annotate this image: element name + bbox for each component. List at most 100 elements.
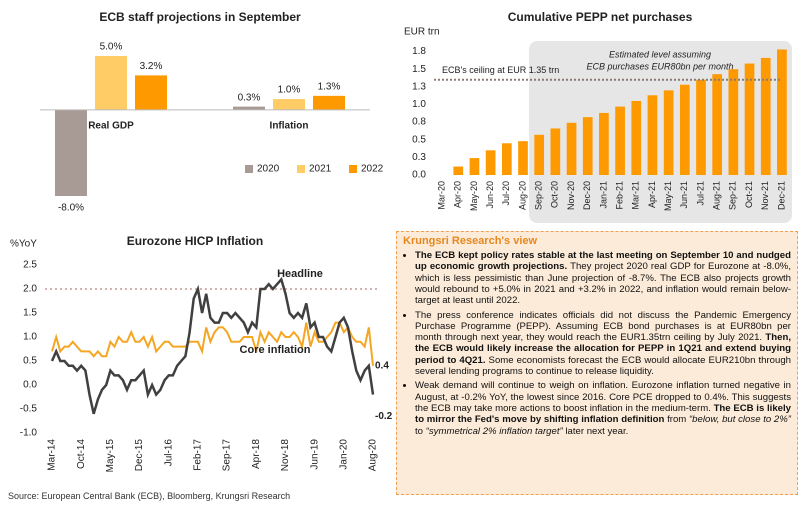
bar: [631, 100, 642, 175]
bullet-list: The ECB kept policy rates stable at the …: [403, 250, 791, 437]
x-tick-label: Jun-19: [309, 439, 320, 470]
bullet-text: The ECB is likely to mirror the Fed's mo…: [415, 403, 791, 426]
x-tick-label: Mar-21: [631, 181, 641, 210]
y-tick-label: 0.5: [23, 356, 37, 367]
y-tick-label: -1.0: [20, 428, 38, 439]
x-tick-label: Feb-17: [193, 439, 204, 471]
series-label: Core inflation: [240, 344, 311, 356]
bar: [647, 95, 658, 175]
y-tick-label: 1.5: [23, 308, 37, 319]
y-axis-label: %YoY: [10, 239, 37, 250]
bar: [696, 79, 706, 175]
bar: [728, 69, 739, 175]
bar: [615, 106, 625, 175]
x-tick-label: Oct-21: [744, 181, 754, 208]
x-tick-label: Apr-20: [453, 181, 463, 208]
y-tick-label: 1.8: [412, 46, 426, 57]
x-tick-label: Sep-21: [728, 181, 738, 210]
bullet-text: The ECB kept policy rates stable at the …: [415, 249, 791, 273]
bar: [95, 56, 127, 110]
line: [50, 276, 375, 415]
x-tick-label: Dec-20: [582, 181, 592, 210]
x-tick-label: Nov-21: [760, 181, 770, 210]
x-tick-label: Sep-20: [534, 181, 544, 210]
x-tick-label: Sep-17: [222, 439, 233, 472]
shaded-region: [529, 41, 792, 223]
x-tick-label: May-21: [663, 181, 673, 211]
bullet-text: Weak demand will continue to weigh on in…: [415, 380, 791, 415]
chart-title: ECB staff projections in September: [99, 10, 301, 24]
source: Source: European Central Bank (ECB), Blo…: [8, 491, 291, 501]
category-label: Inflation: [270, 120, 309, 131]
x-tick-label: Jan-21: [598, 181, 608, 209]
bar: [777, 49, 787, 175]
bullet-text: They project 2020 real GDP for Eurozone …: [415, 261, 791, 307]
y-tick-label: 0.8: [412, 117, 426, 128]
x-tick-label: Mar-14: [47, 439, 58, 471]
bullet-text: “below, but close to 2%”: [688, 414, 791, 426]
chart-title: Eurozone HICP Inflation: [127, 234, 263, 248]
y-tick-label: 1.0: [412, 99, 426, 110]
bar: [566, 122, 577, 175]
y-tick-label: 2.5: [23, 260, 37, 271]
bullet: Weak demand will continue to weigh on in…: [415, 380, 791, 437]
bar: [453, 166, 464, 175]
view-title: Krungsri Research's view: [403, 235, 538, 247]
end-label: -0.2: [375, 411, 393, 422]
legend-label: 2020: [257, 164, 280, 175]
legend-swatch: [297, 165, 305, 173]
end-label: 0.4: [375, 360, 389, 371]
value-label: -8.0%: [58, 203, 84, 214]
x-tick-label: Apr-18: [251, 439, 262, 469]
view-box: Krungsri Research's view The ECB kept po…: [396, 231, 798, 495]
legend-swatch: [349, 165, 357, 173]
bullet-text: “symmetrical 2% inflation target”: [425, 425, 563, 437]
x-tick-label: Aug-20: [368, 439, 379, 472]
bullet: The press conference indicates officials…: [415, 310, 791, 378]
bar: [135, 75, 167, 110]
x-tick-label: Aug-21: [712, 181, 722, 210]
bar: [485, 150, 496, 175]
value-label: 0.3%: [238, 92, 261, 103]
x-tick-label: May-20: [469, 181, 479, 211]
x-tick-label: Jun-20: [485, 181, 495, 209]
bar: [582, 117, 593, 175]
y-tick-label: 1.5: [412, 64, 426, 75]
bar: [501, 143, 512, 175]
legend-label: 2021: [309, 164, 332, 175]
bar: [599, 112, 609, 175]
charts: ECB staff projections in September -8.0% 5…: [10, 10, 792, 472]
x-tick-label: Aug-20: [517, 181, 527, 210]
bar: [760, 57, 771, 175]
y-tick-label: 0.0: [23, 380, 37, 391]
legend-swatch: [245, 165, 253, 173]
x-tick-label: Apr-21: [647, 181, 657, 208]
y-tick-label: 0.3: [412, 152, 426, 163]
bar: [534, 134, 545, 175]
bar: [55, 109, 87, 196]
value-label: 1.0%: [278, 85, 301, 96]
y-axis-label: EUR trn: [404, 27, 440, 38]
bar: [313, 95, 345, 110]
x-tick-label: Dec-21: [776, 181, 786, 210]
bullet-text: from: [664, 414, 689, 426]
bar: [518, 141, 528, 175]
bar: [469, 158, 480, 175]
x-tick-label: Oct-14: [76, 439, 87, 469]
y-tick-label: 1.3: [412, 81, 426, 92]
reference-label: ECB's ceiling at EUR 1.35 trn: [442, 65, 559, 75]
bullet-text: Then, the ECB would likely increase the …: [415, 332, 791, 366]
bar: [663, 90, 674, 175]
x-tick-label: Jul-16: [163, 439, 174, 467]
x-tick-label: Nov-20: [566, 181, 576, 210]
bullet-text: later next year.: [562, 425, 629, 437]
x-tick-label: Mar-20: [436, 181, 446, 210]
y-tick-label: 1.0: [23, 332, 37, 343]
x-tick-label: Jan-20: [338, 439, 349, 470]
bar: [273, 99, 305, 110]
shade-annotation: ECB purchases EUR80bn per month: [586, 61, 733, 71]
value-label: 1.3%: [318, 81, 341, 92]
bar: [233, 106, 265, 110]
x-tick-label: Nov-18: [280, 439, 291, 472]
legend-label: 2022: [361, 164, 384, 175]
